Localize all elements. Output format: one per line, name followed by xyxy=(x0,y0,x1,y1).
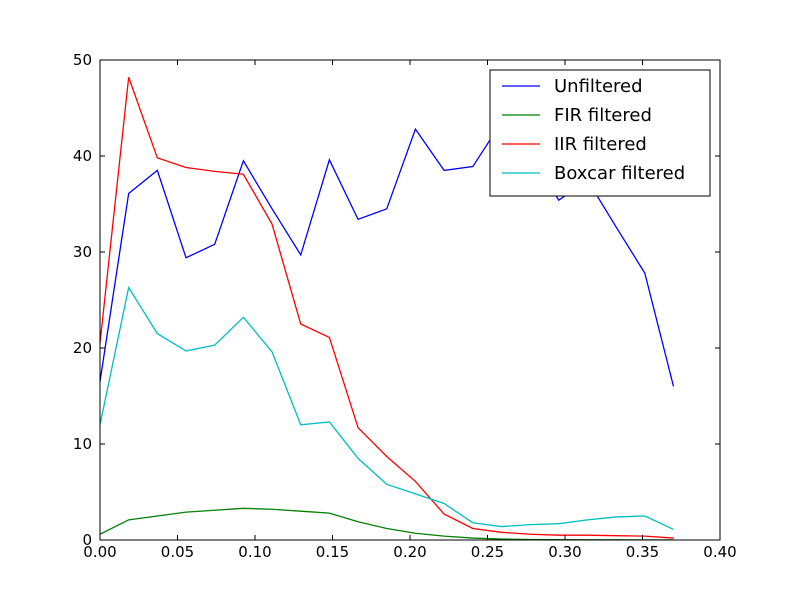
series-line-2 xyxy=(99,77,674,539)
y-tick-label: 10 xyxy=(73,435,92,453)
x-tick-label: 0.40 xyxy=(703,543,736,561)
legend: Unfiltered FIR filtered IIR filtered Boxcar… xyxy=(489,69,711,197)
x-tick-label: 0.35 xyxy=(626,543,659,561)
y-tick-label: 0 xyxy=(82,531,92,549)
y-tick-label: 30 xyxy=(73,243,92,261)
x-tick-label: 0.30 xyxy=(548,543,581,561)
series-line-3 xyxy=(99,285,674,531)
ticks-layer: 0.00 0.05 0.10 0.15 0.20 0.25 0.30 0.35 0.40 0 10 2… xyxy=(73,51,737,561)
x-tick-label: 0.15 xyxy=(316,543,349,561)
legend-label-2: IIR filtered xyxy=(554,134,647,155)
y-tick-label: 20 xyxy=(73,339,92,357)
legend-label-3: Boxcar filtered xyxy=(554,163,685,184)
y-tick-label: 50 xyxy=(73,51,92,69)
x-tick-label: 0.25 xyxy=(471,543,504,561)
legend-label-1: FIR filtered xyxy=(554,105,652,126)
x-tick-label: 0.05 xyxy=(161,543,194,561)
legend-label-0: Unfiltered xyxy=(554,76,643,97)
x-tick-label: 0.10 xyxy=(238,543,271,561)
y-tick-label: 40 xyxy=(73,147,92,165)
legend-box xyxy=(489,69,711,197)
x-tick-label: 0.00 xyxy=(83,543,116,561)
x-tick-label: 0.20 xyxy=(393,543,426,561)
